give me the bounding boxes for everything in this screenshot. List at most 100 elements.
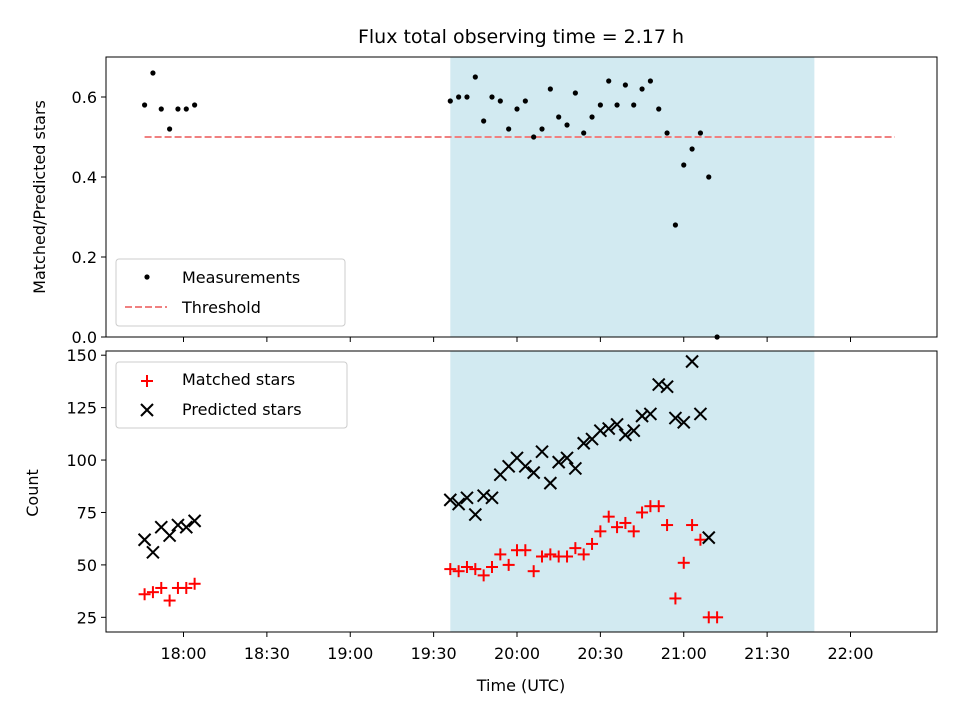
measurement-point <box>681 162 687 168</box>
measurement-point <box>175 106 181 112</box>
measurement-point <box>564 122 570 128</box>
measurement-point <box>697 130 704 136</box>
matched-star-point <box>602 510 615 523</box>
top-x-ticks <box>183 337 851 342</box>
measurement-point <box>547 86 553 92</box>
predicted-star-point <box>526 465 541 480</box>
predicted-star-point <box>643 407 658 421</box>
predicted-star-point <box>627 423 641 438</box>
matched-star-point <box>611 521 624 534</box>
top-y-axis-label: Matched/Predicted stars <box>30 100 49 294</box>
legend-matched-label: Matched stars <box>182 370 295 389</box>
measurement-point <box>631 102 637 108</box>
matched-star-point <box>494 548 507 561</box>
x-tick-label: 20:00 <box>494 644 540 663</box>
bottom-legend-box <box>115 361 348 429</box>
predicted-star-point <box>668 411 683 425</box>
top-y-tick-label: 0.0 <box>72 328 97 347</box>
matched-star-point <box>452 565 465 578</box>
matched-star-point <box>661 519 674 532</box>
matched-star-point <box>627 525 640 538</box>
matched-star-point <box>594 525 607 538</box>
measurement-point <box>606 78 612 84</box>
measurement-point <box>150 70 156 76</box>
legend-threshold-label: Threshold <box>181 298 261 317</box>
measurement-point <box>581 130 587 136</box>
matched-star-point <box>146 586 159 599</box>
measurement-point <box>539 126 545 132</box>
measurement-point <box>497 98 503 104</box>
predicted-star-point <box>576 436 591 450</box>
x-tick-label: 18:00 <box>160 644 206 663</box>
bottom-y-ticks: 25 50 75 100 125 150 <box>66 346 106 627</box>
matched-star-point <box>677 556 690 569</box>
legend-predicted-label: Predicted stars <box>182 400 302 419</box>
predicted-star-point <box>535 444 549 459</box>
bottom-y-tick-label: 50 <box>77 556 97 575</box>
predicted-star-point <box>660 379 674 394</box>
measurement-point <box>647 78 654 84</box>
matched-star-point <box>163 594 176 607</box>
measurement-point <box>672 222 679 228</box>
top-y-tick-label: 0.4 <box>72 168 97 187</box>
predicted-star-point <box>518 459 533 474</box>
predicted-star-point <box>187 514 202 528</box>
chart-title: Flux total observing time = 2.17 h <box>358 26 684 48</box>
matched-star-point <box>561 550 574 563</box>
bottom-y-axis-label: Count <box>23 469 42 517</box>
bottom-legend: Matched stars Predicted stars <box>115 361 348 429</box>
bottom-y-tick-label: 125 <box>66 399 97 418</box>
predicted-star-point <box>652 377 666 392</box>
top-panel: 0.0 0.2 0.4 0.6 Matched/Predicted stars Mea… <box>30 56 938 347</box>
bottom-highlight-span <box>450 351 815 632</box>
x-tick-label: 18:30 <box>244 644 290 663</box>
measurement-point <box>706 174 712 180</box>
bottom-y-tick-label: 150 <box>66 346 97 365</box>
predicted-star-point <box>137 533 152 547</box>
top-y-tick-label: 0.2 <box>72 248 97 267</box>
bottom-y-tick-label: 75 <box>77 503 97 522</box>
x-axis-label: Time (UTC) <box>476 676 565 695</box>
measurement-point <box>556 114 562 120</box>
predicted-star-point <box>560 451 574 465</box>
measurement-point <box>656 106 662 112</box>
x-tick-label: 20:30 <box>577 644 623 663</box>
legend-measurements-marker <box>144 274 150 280</box>
bottom-y-tick-label: 25 <box>77 608 97 627</box>
top-y-ticks: 0.0 0.2 0.4 0.6 <box>72 88 106 347</box>
bottom-y-tick-label: 100 <box>66 451 97 470</box>
predicted-star-point <box>468 507 483 522</box>
matched-star-point <box>669 592 682 605</box>
legend-matched-marker <box>141 375 153 387</box>
matched-star-point <box>536 550 549 563</box>
legend-predicted-marker <box>140 403 154 417</box>
predicted-star-point <box>162 528 177 543</box>
matched-star-point <box>477 569 490 582</box>
matched-star-point <box>180 581 193 594</box>
measurement-point <box>158 106 164 112</box>
legend-measurements-label: Measurements <box>182 268 300 287</box>
matched-star-point <box>460 560 473 573</box>
measurement-point <box>664 130 670 136</box>
matched-star-point <box>155 581 168 594</box>
bottom-panel-frame <box>105 350 938 633</box>
predicted-star-point <box>485 491 499 505</box>
measurement-point <box>522 98 528 104</box>
predicted-star-point <box>460 491 474 505</box>
matched-star-point <box>544 548 557 561</box>
predicted-star-point <box>602 421 616 436</box>
measurement-point <box>597 102 603 108</box>
bottom-panel: 25 50 75 100 125 150 18:00 18:30 19:00 19:30 20:0… <box>23 346 938 695</box>
predicted-star-point <box>610 417 624 432</box>
predicted-star-point <box>677 415 691 430</box>
predicted-star-point <box>685 354 699 369</box>
measurement-point <box>589 114 595 120</box>
top-legend-box <box>115 258 346 327</box>
top-y-tick-label: 0.6 <box>72 88 97 107</box>
measurement-point <box>531 134 537 140</box>
matched-star-point <box>577 548 590 561</box>
measurement-point <box>481 118 487 124</box>
predicted-stars-points <box>137 354 716 560</box>
matched-star-point <box>444 563 457 576</box>
